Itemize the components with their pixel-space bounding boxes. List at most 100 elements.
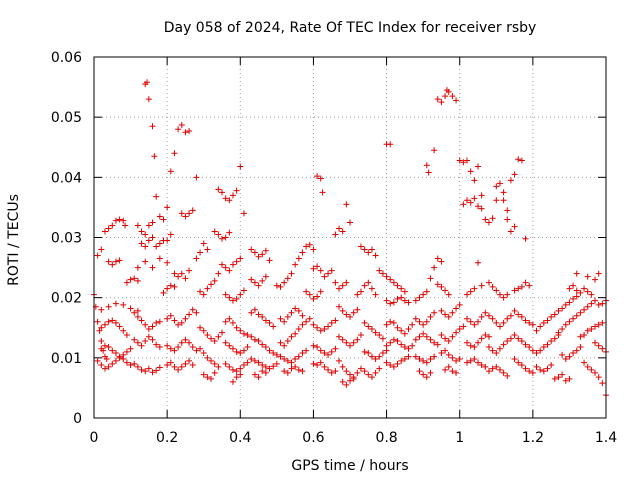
data-point xyxy=(142,321,149,328)
data-point xyxy=(101,228,108,235)
data-point xyxy=(500,294,507,301)
data-point xyxy=(460,201,467,208)
data-point xyxy=(562,321,569,328)
data-point xyxy=(464,359,471,366)
data-point xyxy=(599,380,606,387)
data-point xyxy=(167,231,174,238)
data-point xyxy=(442,347,449,354)
data-point xyxy=(175,366,182,373)
data-point xyxy=(354,369,361,376)
data-point xyxy=(540,344,547,351)
data-point xyxy=(584,303,591,310)
data-point xyxy=(215,186,222,193)
x-tick-label: 0.2 xyxy=(156,430,178,446)
data-point xyxy=(317,288,324,295)
data-point xyxy=(281,368,288,375)
data-point xyxy=(142,231,149,238)
data-point xyxy=(500,369,507,376)
data-point xyxy=(595,301,602,308)
data-point xyxy=(156,213,163,220)
data-point xyxy=(171,347,178,354)
data-point xyxy=(416,318,423,325)
data-point xyxy=(94,252,101,259)
data-point xyxy=(138,342,145,349)
data-point xyxy=(537,366,544,373)
data-point xyxy=(153,367,160,374)
data-point xyxy=(387,339,394,346)
data-point xyxy=(412,315,419,322)
data-point xyxy=(178,210,185,217)
data-point xyxy=(383,297,390,304)
data-point xyxy=(339,282,346,289)
data-point xyxy=(460,159,467,166)
data-point xyxy=(456,356,463,363)
data-point xyxy=(229,319,236,326)
data-point xyxy=(376,353,383,360)
data-point xyxy=(153,193,160,200)
data-point xyxy=(500,341,507,348)
data-point xyxy=(511,223,518,230)
data-point xyxy=(222,195,229,202)
data-point xyxy=(164,362,171,369)
data-point xyxy=(504,207,511,214)
data-point xyxy=(573,347,580,354)
data-point xyxy=(423,374,430,381)
data-point xyxy=(496,323,503,330)
data-point xyxy=(131,336,138,343)
data-point xyxy=(434,96,441,103)
data-point xyxy=(442,366,449,373)
data-point xyxy=(98,345,105,352)
data-point xyxy=(398,285,405,292)
data-point xyxy=(595,270,602,277)
data-point xyxy=(577,309,584,316)
data-point xyxy=(138,317,145,324)
data-point xyxy=(518,362,525,369)
data-point xyxy=(292,261,299,268)
data-point xyxy=(182,336,189,343)
data-point xyxy=(197,324,204,331)
data-point xyxy=(412,353,419,360)
data-point xyxy=(533,363,540,370)
data-point xyxy=(105,258,112,265)
data-point xyxy=(317,359,324,366)
data-point xyxy=(467,168,474,175)
data-point xyxy=(164,237,171,244)
data-point xyxy=(537,323,544,330)
data-point xyxy=(449,309,456,316)
data-point xyxy=(303,243,310,250)
data-point xyxy=(551,375,558,382)
data-point xyxy=(507,228,514,235)
data-point xyxy=(182,315,189,322)
data-point xyxy=(449,93,456,100)
data-point xyxy=(233,295,240,302)
data-point xyxy=(475,318,481,325)
data-point xyxy=(372,252,379,259)
data-point xyxy=(112,258,119,265)
data-point xyxy=(222,291,229,298)
data-point xyxy=(251,279,258,286)
data-point xyxy=(394,295,401,302)
data-point xyxy=(478,313,485,320)
data-point xyxy=(325,351,332,358)
data-point xyxy=(255,374,262,381)
data-point xyxy=(529,369,536,376)
data-points xyxy=(91,79,609,399)
data-point xyxy=(347,377,353,384)
data-point xyxy=(288,365,295,372)
data-point xyxy=(566,353,573,360)
data-point xyxy=(511,356,518,363)
data-point xyxy=(156,240,163,247)
data-point xyxy=(105,363,112,370)
data-point xyxy=(237,371,244,378)
data-point xyxy=(204,285,211,292)
data-point xyxy=(398,327,405,334)
data-point xyxy=(98,246,105,253)
y-axis-label: ROTI / TECUs xyxy=(6,194,22,286)
data-point xyxy=(522,317,529,324)
data-point xyxy=(145,222,152,229)
data-point xyxy=(303,288,310,295)
data-point xyxy=(277,339,284,346)
data-point xyxy=(548,362,555,369)
data-point xyxy=(416,356,423,363)
data-point xyxy=(595,321,602,328)
